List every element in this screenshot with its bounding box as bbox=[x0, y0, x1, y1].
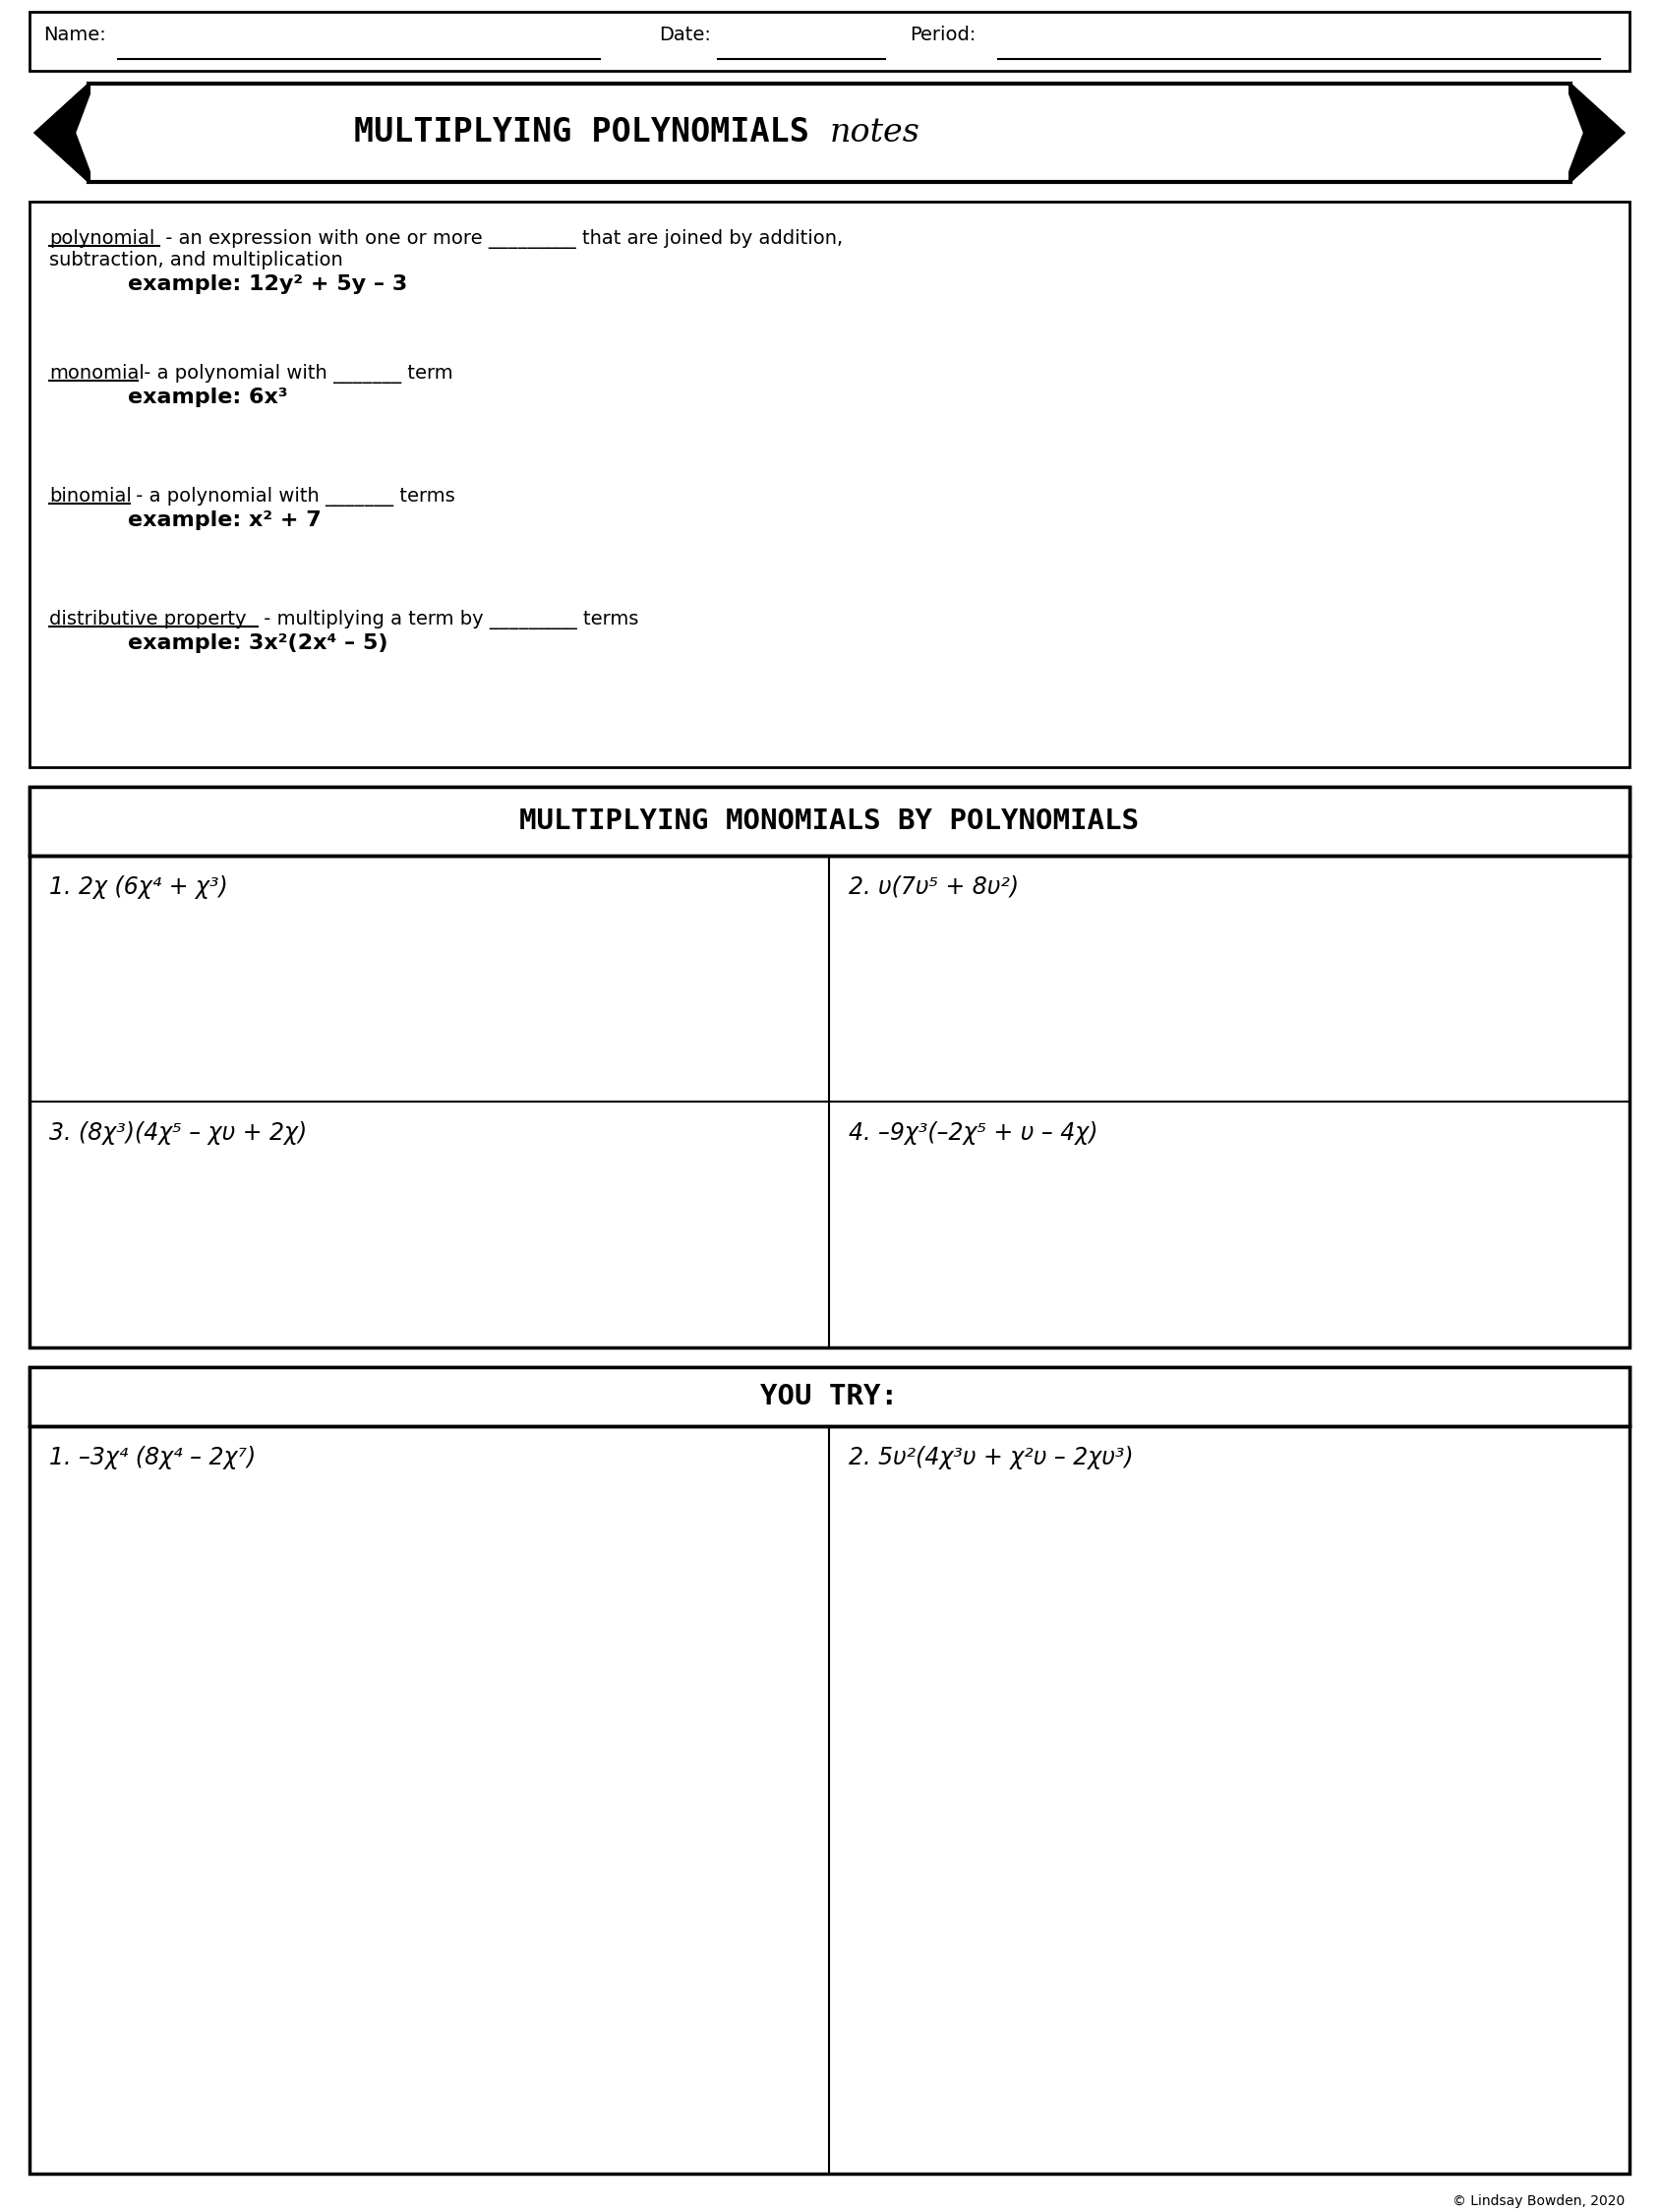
Polygon shape bbox=[1571, 84, 1624, 153]
Bar bbox=[30, 1367, 1629, 1427]
Text: 4. –9χ³(–2χ⁵ + υ – 4χ): 4. –9χ³(–2χ⁵ + υ – 4χ) bbox=[849, 1121, 1098, 1146]
Text: - a polynomial with _______ terms: - a polynomial with _______ terms bbox=[129, 487, 455, 507]
Text: YOU TRY:: YOU TRY: bbox=[761, 1382, 898, 1411]
Text: example: 12y² + 5y – 3: example: 12y² + 5y – 3 bbox=[128, 274, 408, 294]
Text: Date:: Date: bbox=[659, 27, 710, 44]
Text: 1. –3χ⁴ (8χ⁴ – 2χ⁷): 1. –3χ⁴ (8χ⁴ – 2χ⁷) bbox=[50, 1447, 255, 1469]
Polygon shape bbox=[76, 93, 91, 173]
Bar bbox=[30, 787, 1629, 856]
Bar bbox=[30, 787, 1629, 1347]
Polygon shape bbox=[35, 84, 88, 181]
Polygon shape bbox=[35, 84, 88, 153]
Text: 2. 5υ²(4χ³υ + χ²υ – 2χυ³): 2. 5υ²(4χ³υ + χ²υ – 2χυ³) bbox=[849, 1447, 1135, 1469]
Text: polynomial: polynomial bbox=[50, 230, 154, 248]
Polygon shape bbox=[35, 113, 88, 181]
Text: - an expression with one or more _________ that are joined by addition,: - an expression with one or more _______… bbox=[159, 230, 843, 248]
Bar bbox=[30, 1367, 1629, 2174]
Polygon shape bbox=[1568, 93, 1583, 173]
Text: example: x² + 7: example: x² + 7 bbox=[128, 511, 322, 531]
Text: notes: notes bbox=[830, 117, 919, 148]
Text: 3. (8χ³)(4χ⁵ – χυ + 2χ): 3. (8χ³)(4χ⁵ – χυ + 2χ) bbox=[50, 1121, 307, 1146]
Text: binomial: binomial bbox=[50, 487, 131, 507]
Text: 2. υ(7υ⁵ + 8υ²): 2. υ(7υ⁵ + 8υ²) bbox=[849, 876, 1019, 898]
Bar bbox=[30, 201, 1629, 768]
Text: Name:: Name: bbox=[43, 27, 106, 44]
Text: - a polynomial with _______ term: - a polynomial with _______ term bbox=[138, 365, 453, 383]
Text: Period:: Period: bbox=[909, 27, 975, 44]
Text: distributive property: distributive property bbox=[50, 611, 246, 628]
Bar bbox=[88, 84, 1571, 181]
Polygon shape bbox=[1571, 84, 1624, 181]
Text: example: 3x²(2x⁴ – 5): example: 3x²(2x⁴ – 5) bbox=[128, 633, 388, 653]
Text: MULTIPLYING MONOMIALS BY POLYNOMIALS: MULTIPLYING MONOMIALS BY POLYNOMIALS bbox=[519, 807, 1140, 836]
Text: 1. 2χ (6χ⁴ + χ³): 1. 2χ (6χ⁴ + χ³) bbox=[50, 876, 227, 898]
Text: © Lindsay Bowden, 2020: © Lindsay Bowden, 2020 bbox=[1452, 2194, 1624, 2208]
Polygon shape bbox=[1571, 113, 1624, 181]
Bar bbox=[30, 11, 1629, 71]
Text: - multiplying a term by _________ terms: - multiplying a term by _________ terms bbox=[257, 611, 639, 630]
Text: example: 6x³: example: 6x³ bbox=[128, 387, 287, 407]
Text: MULTIPLYING POLYNOMIALS: MULTIPLYING POLYNOMIALS bbox=[355, 117, 830, 148]
Text: monomial: monomial bbox=[50, 365, 144, 383]
Text: subtraction, and multiplication: subtraction, and multiplication bbox=[50, 250, 343, 270]
